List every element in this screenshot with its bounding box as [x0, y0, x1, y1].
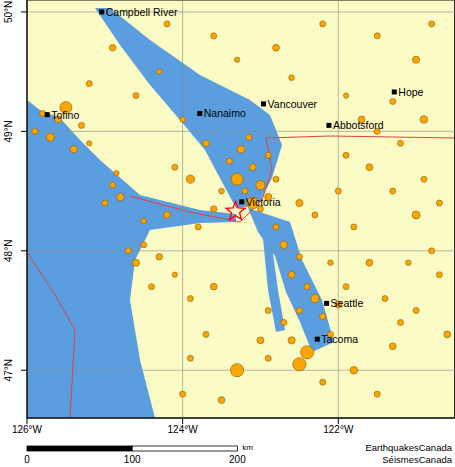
svg-text:126°W: 126°W: [12, 424, 43, 435]
svg-text:47°N: 47°N: [8, 359, 14, 381]
svg-text:Hope: Hope: [398, 86, 423, 98]
svg-text:Vancouver: Vancouver: [268, 98, 318, 110]
svg-text:Abbotsford: Abbotsford: [333, 119, 384, 131]
svg-text:Seattle: Seattle: [331, 297, 364, 309]
svg-text:122°W: 122°W: [323, 424, 354, 435]
svg-text:48°N: 48°N: [8, 240, 14, 262]
svg-text:200: 200: [229, 454, 246, 465]
svg-text:Nanaimo: Nanaimo: [204, 107, 246, 119]
svg-text:Victoria: Victoria: [246, 196, 281, 208]
svg-text:Tacoma: Tacoma: [321, 333, 358, 345]
svg-text:EarthquakesCanada: EarthquakesCanada: [365, 442, 447, 453]
svg-text:0: 0: [24, 454, 30, 465]
svg-text:49°N: 49°N: [8, 120, 14, 142]
svg-text:100: 100: [124, 454, 141, 465]
svg-text:Tofino: Tofino: [51, 109, 79, 121]
svg-text:124°W: 124°W: [168, 424, 199, 435]
svg-text:km: km: [242, 443, 253, 452]
svg-text:50°N: 50°N: [8, 1, 14, 23]
svg-text:SéismesCanada: SéismesCanada: [382, 454, 447, 465]
svg-text:Campbell River: Campbell River: [106, 6, 178, 18]
